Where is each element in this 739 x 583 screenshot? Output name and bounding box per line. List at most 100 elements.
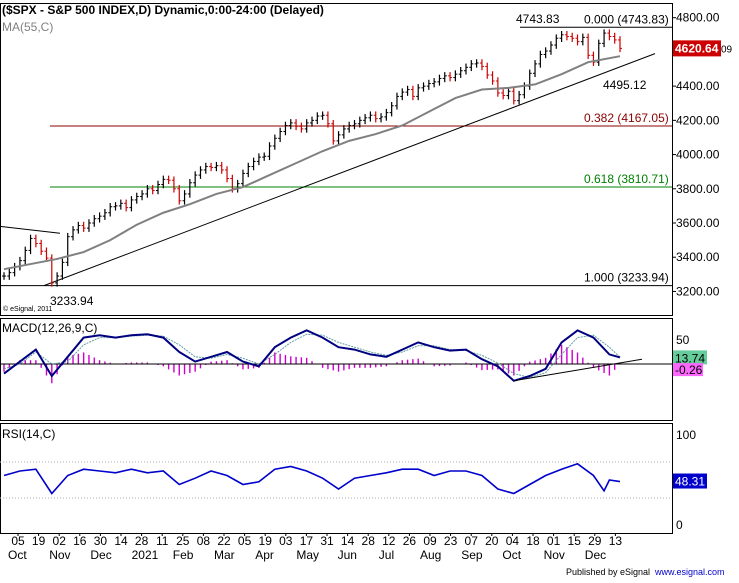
macd-title: MACD(12,26,9,C)	[2, 321, 97, 335]
rsi-gridlines: 100500	[0, 428, 696, 532]
rsi-value: 48.31	[675, 475, 705, 489]
price-y-tick-label: 3200.00	[676, 284, 720, 298]
panel-frame-1	[0, 318, 673, 421]
x-tick-day: 14	[114, 534, 128, 548]
price-y-tick-label: 4400.00	[676, 79, 720, 93]
x-tick-day: 13	[609, 534, 623, 548]
fib-label: 1.000 (3233.94)	[584, 271, 669, 285]
fib-label: 0.000 (4743.83)	[584, 12, 669, 26]
x-tick-day: 22	[217, 534, 231, 548]
x-tick-day: 23	[444, 534, 458, 548]
fib-label: 0.382 (4167.05)	[584, 111, 669, 125]
macd-value-badge	[673, 350, 707, 365]
fibonacci-lines: 0.000 (4743.83) 0.382 (4167.05) 0.618 (381…	[0, 12, 672, 287]
x-tick-day: 26	[403, 534, 417, 548]
x-tick-month: Apr	[255, 548, 274, 562]
x-tick-day: 29	[588, 534, 602, 548]
last-price-suffix: 09	[721, 44, 733, 55]
panel-frame-2	[0, 423, 673, 534]
price-panel: 4800.004600.004400.004200.004000.003800.…	[0, 11, 733, 308]
x-tick-day: 30	[94, 534, 108, 548]
rsi-title: RSI(14,C)	[2, 427, 55, 441]
x-tick-day: 11	[156, 534, 169, 548]
rsi-labels: RSI(14,C) 48.31	[2, 427, 707, 489]
x-tick-month: Dec	[90, 548, 111, 562]
ma-legend: MA(55,C)	[2, 20, 53, 34]
x-tick-month: Nov	[544, 548, 565, 562]
signal-line	[3, 333, 621, 378]
x-tick-day: 19	[259, 534, 273, 548]
macd-y-tick-label: 50	[676, 333, 690, 347]
panel-frame-0	[0, 3, 673, 316]
x-tick-day: 09	[423, 534, 437, 548]
x-tick-day: 25	[176, 534, 190, 548]
pivot-label: 4495.12	[603, 78, 647, 92]
x-tick-day: 17	[300, 534, 314, 548]
x-tick-day: 14	[341, 534, 355, 548]
high-label: 4743.83	[516, 12, 560, 26]
x-tick-month: Aug	[420, 548, 441, 562]
rsi-y-tick-label: 100	[676, 428, 696, 442]
moving-average-line	[3, 55, 621, 271]
x-tick-month: May	[296, 548, 319, 562]
x-tick-day: 07	[465, 534, 479, 548]
x-tick-day: 16	[73, 534, 87, 548]
trend-lines	[0, 53, 656, 287]
footer-url[interactable]: www.esignal.com	[654, 567, 725, 577]
x-tick-day: 12	[382, 534, 396, 548]
x-tick-month: Oct	[8, 548, 27, 562]
x-tick-day: 04	[506, 534, 520, 548]
x-tick-day: 01	[547, 534, 561, 548]
x-tick-day: 28	[362, 534, 376, 548]
footer-credit: Published by eSignal	[566, 567, 650, 577]
x-tick-month: Mar	[214, 548, 235, 562]
last-price-badge	[673, 40, 721, 57]
x-tick-day: 15	[568, 534, 582, 548]
macd-lines	[3, 329, 643, 382]
x-tick-month: Jul	[379, 548, 394, 562]
ma-path	[3, 55, 621, 271]
macd-labels: MACD(12,26,9,C) 50 13.74-0.26	[2, 321, 707, 377]
price-y-tick-label: 4200.00	[676, 113, 720, 127]
start-label: 3233.94	[50, 294, 94, 308]
rsi-panel: 100500 RSI(14,C) 48.31	[0, 427, 707, 532]
x-tick-day: 19	[32, 534, 46, 548]
rsi-value-badge	[673, 473, 707, 489]
x-tick-month: Oct	[502, 548, 521, 562]
last-price-value: 4620.64	[675, 41, 719, 55]
x-tick-day: 05	[11, 534, 25, 548]
rsi-y-tick-label: 0	[676, 518, 683, 532]
x-tick-day: 08	[197, 534, 211, 548]
price-y-tick-label: 4800.00	[676, 11, 720, 25]
x-tick-month: Nov	[49, 548, 70, 562]
macd-histogram	[0, 344, 672, 384]
x-tick-month: Dec	[585, 548, 606, 562]
watermark: © eSignal, 2011	[3, 305, 53, 313]
x-tick-day: 18	[526, 534, 540, 548]
chart-title: ($SPX - S&P 500 INDEX,D) Dynamic,0:00-24…	[2, 3, 324, 17]
price-labels: 4743.83 4495.12 3233.94 4620.64 09	[50, 12, 733, 308]
x-tick-month: 2021	[132, 548, 159, 562]
trend-line-resistance	[0, 225, 61, 234]
price-y-tick-label: 3800.00	[676, 182, 720, 196]
trend-line-support	[43, 53, 656, 287]
macd-value: 13.74	[675, 351, 705, 365]
rsi-line	[3, 462, 621, 495]
macd-line	[3, 329, 621, 382]
x-tick-day: 03	[279, 534, 293, 548]
x-tick-month: Sep	[461, 548, 483, 562]
macd-hist-badge	[673, 363, 703, 377]
price-y-tick-label: 3400.00	[676, 250, 720, 264]
fib-label: 0.618 (3810.71)	[584, 172, 669, 186]
x-tick-day: 02	[53, 534, 67, 548]
macd-trend-line	[513, 358, 643, 382]
panel-frames	[0, 3, 673, 534]
x-tick-day: 31	[320, 534, 334, 548]
price-y-tick-label: 4000.00	[676, 148, 720, 162]
price-y-tick-label: 3600.00	[676, 216, 720, 230]
x-tick-day: 28	[135, 534, 149, 548]
macd-panel: MACD(12,26,9,C) 50 13.74-0.26	[0, 321, 707, 384]
